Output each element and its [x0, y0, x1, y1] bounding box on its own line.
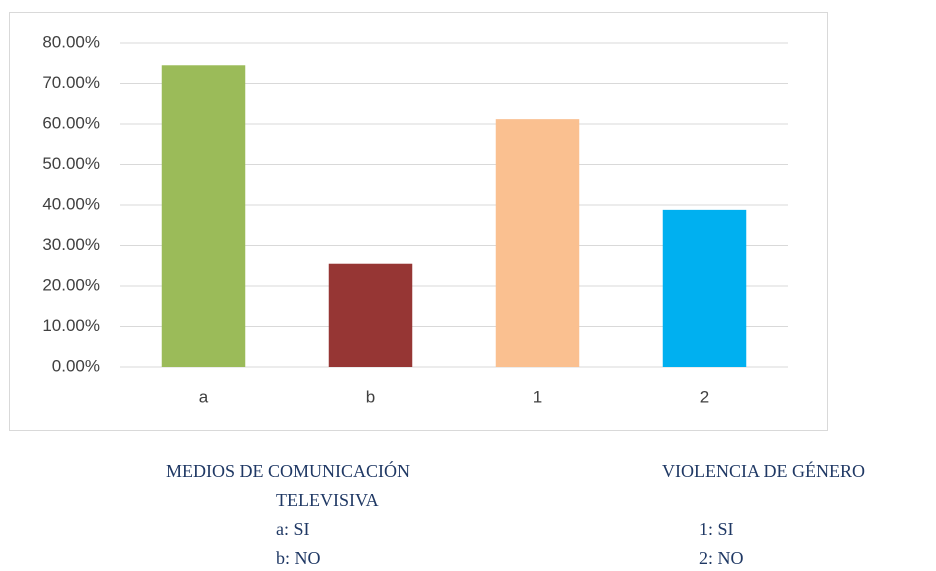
- annotation: 2: NO: [699, 548, 744, 568]
- annotation: MEDIOS DE COMUNICACIÓN: [166, 460, 410, 481]
- x-tick-label: a: [199, 387, 209, 406]
- bar: [662, 209, 747, 367]
- x-tick-label: 2: [700, 387, 709, 406]
- y-tick-label: 60.00%: [42, 113, 100, 132]
- annotation: VIOLENCIA DE GÉNERO: [662, 460, 865, 481]
- bar: [495, 119, 580, 367]
- x-tick-label: 1: [533, 387, 542, 406]
- bar: [328, 263, 413, 367]
- x-tick-label: b: [366, 387, 375, 406]
- y-tick-label: 80.00%: [42, 32, 100, 51]
- annotation: a: SI: [276, 519, 310, 539]
- annotation: 1: SI: [699, 519, 734, 539]
- y-tick-label: 20.00%: [42, 275, 100, 294]
- annotation: TELEVISIVA: [276, 490, 379, 510]
- y-tick-label: 40.00%: [42, 194, 100, 213]
- annotation: b: NO: [276, 548, 321, 568]
- y-tick-label: 0.00%: [52, 356, 100, 375]
- y-tick-label: 30.00%: [42, 235, 100, 254]
- bar: [161, 65, 246, 368]
- y-tick-label: 10.00%: [42, 316, 100, 335]
- y-tick-label: 50.00%: [42, 154, 100, 173]
- y-tick-label: 70.00%: [42, 73, 100, 92]
